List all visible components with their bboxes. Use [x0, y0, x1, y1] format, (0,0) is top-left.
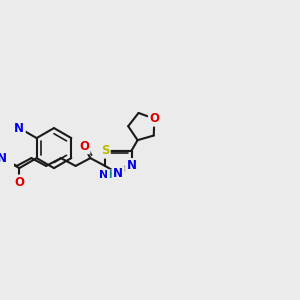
Text: O: O — [14, 176, 24, 189]
Text: N: N — [113, 167, 123, 180]
Text: O: O — [149, 112, 159, 125]
Text: H: H — [108, 170, 116, 181]
Text: O: O — [79, 140, 89, 153]
Text: N: N — [14, 122, 24, 135]
Text: N: N — [99, 170, 108, 181]
Text: S: S — [101, 144, 109, 157]
Text: N: N — [0, 152, 7, 165]
Text: N: N — [127, 159, 136, 172]
